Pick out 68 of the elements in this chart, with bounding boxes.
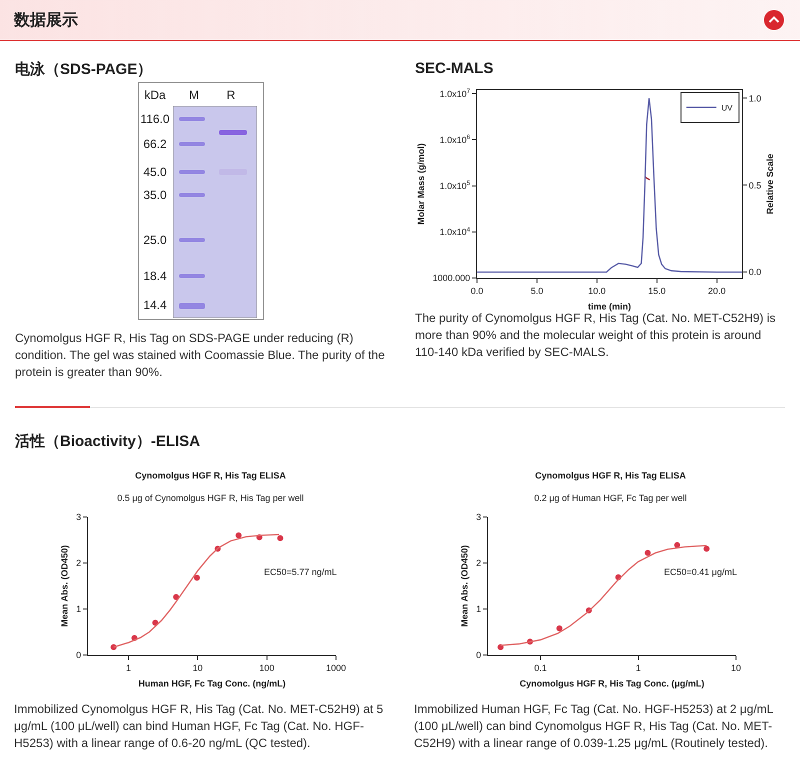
- x-tick-label: 0.1: [534, 662, 547, 673]
- text: 45.0: [143, 165, 167, 179]
- point: [277, 535, 284, 542]
- y-tick-label: 0: [76, 650, 82, 660]
- chart-title: SEC-MALS: [415, 60, 494, 77]
- y-axis-title: Mean Abs. (OD450): [60, 545, 70, 627]
- chart-subtitle: 0.5 μg of Cynomolgus HGF R, His Tag per well: [117, 493, 304, 504]
- x-tick-label: 1000: [326, 662, 346, 673]
- category-label: R: [226, 88, 236, 102]
- y-tick-label: 1000.000: [432, 273, 470, 284]
- text: 66.2: [143, 137, 167, 151]
- y-tick-label: 2: [76, 558, 82, 568]
- text: 35.0: [143, 188, 167, 202]
- chart-title: Cynomolgus HGF R, His Tag ELISA: [135, 470, 286, 480]
- text: 18.4: [143, 269, 167, 283]
- text: kDa: [144, 88, 166, 102]
- text: 116.0: [140, 112, 170, 126]
- y-tick-label: 2: [476, 558, 482, 568]
- y-tick-label: 1: [476, 604, 482, 614]
- y-tick-label: 3: [76, 512, 82, 522]
- x-tick-label: 5.0: [530, 286, 544, 296]
- x-tick-label: 1: [636, 662, 641, 673]
- chart-title: Cynomolgus HGF R, His Tag ELISA: [535, 470, 686, 480]
- y-tick-label: 1: [76, 604, 82, 614]
- annotation: EC50=0.41 μg/mL: [664, 567, 737, 577]
- point: [194, 574, 200, 581]
- text: Immobilized Human HGF, Fc Tag (Cat. No. HGF-H5253) at 2 μg/mL (100 μL/well) can bind Cynomolgus HGF R, His Tag (Cat. No. MET-C52H9) with a linear range of 0.039-1.25 μg/mL (Routinely tested).: [414, 701, 774, 752]
- point: [556, 625, 562, 632]
- text: 活性（Bioactivity）-ELISA: [15, 432, 202, 451]
- chart-subtitle: 0.2 μg of Human HGF, Fc Tag per well: [534, 493, 687, 504]
- x-tick-label: 15.0: [648, 286, 666, 296]
- point: [704, 546, 710, 552]
- text: 14.4: [143, 298, 167, 312]
- annotation: EC50=5.77 ng/mL: [264, 567, 337, 577]
- x-axis-title: Human HGF, Fc Tag Conc. (ng/mL): [138, 678, 286, 689]
- category-label: M: [189, 88, 199, 102]
- x-tick-label: 10: [192, 662, 203, 673]
- y-tick-label: 0: [476, 650, 482, 660]
- y-axis-title: Molar Mass (g/mol): [416, 143, 426, 225]
- y-tick-label: 1.0x10$^{4}$: [440, 226, 471, 238]
- y2-tick-label: 1.0: [748, 93, 762, 104]
- y-tick-label: 1.0x10$^{7}$: [440, 88, 471, 99]
- text: Immobilized Cynomolgus HGF R, His Tag (Cat. No. MET-C52H9) at 5 μg/mL (100 μL/well) can bind Human HGF, Fc Tag (Cat. No. HGF-H5253) with a linear range of 0.6-20 ng/mL (QC tested).: [14, 701, 384, 752]
- y2-tick-label: 0.0: [748, 267, 762, 278]
- y-axis-title: Mean Abs. (OD450): [460, 545, 470, 627]
- x-axis-title: Cynomolgus HGF R, His Tag Conc. (μg/mL): [520, 678, 704, 689]
- x-tick-label: 100: [259, 662, 274, 673]
- text: Cynomolgus HGF R, His Tag on SDS-PAGE under reducing (R) condition. The gel was stained with Coomassie Blue. The purity of the protein is greater than 90%.: [15, 330, 385, 381]
- point: [644, 550, 651, 556]
- y2-axis-title: Relative Scale: [765, 154, 776, 214]
- line-series: [477, 98, 742, 273]
- y-tick-label: 1.0x10$^{5}$: [440, 180, 471, 191]
- text: 25.0: [143, 233, 167, 247]
- point: [173, 594, 180, 600]
- point: [236, 532, 242, 538]
- x-axis-title: time (min): [588, 302, 632, 312]
- legend-label: UV: [721, 104, 734, 112]
- x-tick-label: 0.0: [470, 286, 484, 296]
- y2-tick-label: 0.5: [748, 180, 762, 190]
- text: 数据展示: [14, 10, 78, 31]
- y-tick-label: 3: [476, 512, 482, 522]
- x-tick-label: 1: [126, 662, 131, 673]
- x-tick-label: 20.0: [708, 286, 726, 296]
- x-tick-label: 10.0: [588, 286, 606, 296]
- text: The purity of Cynomolgus HGF R, His Tag (Cat. No. MET-C52H9) is more than 90% and the molecular weight of this protein is around 110-140 kDa verified by SEC-MALS.: [415, 311, 777, 361]
- y-tick-label: 1.0x10$^{6}$: [440, 134, 471, 145]
- text: 电泳（SDS-PAGE）: [15, 60, 154, 79]
- x-tick-label: 10: [730, 662, 742, 673]
